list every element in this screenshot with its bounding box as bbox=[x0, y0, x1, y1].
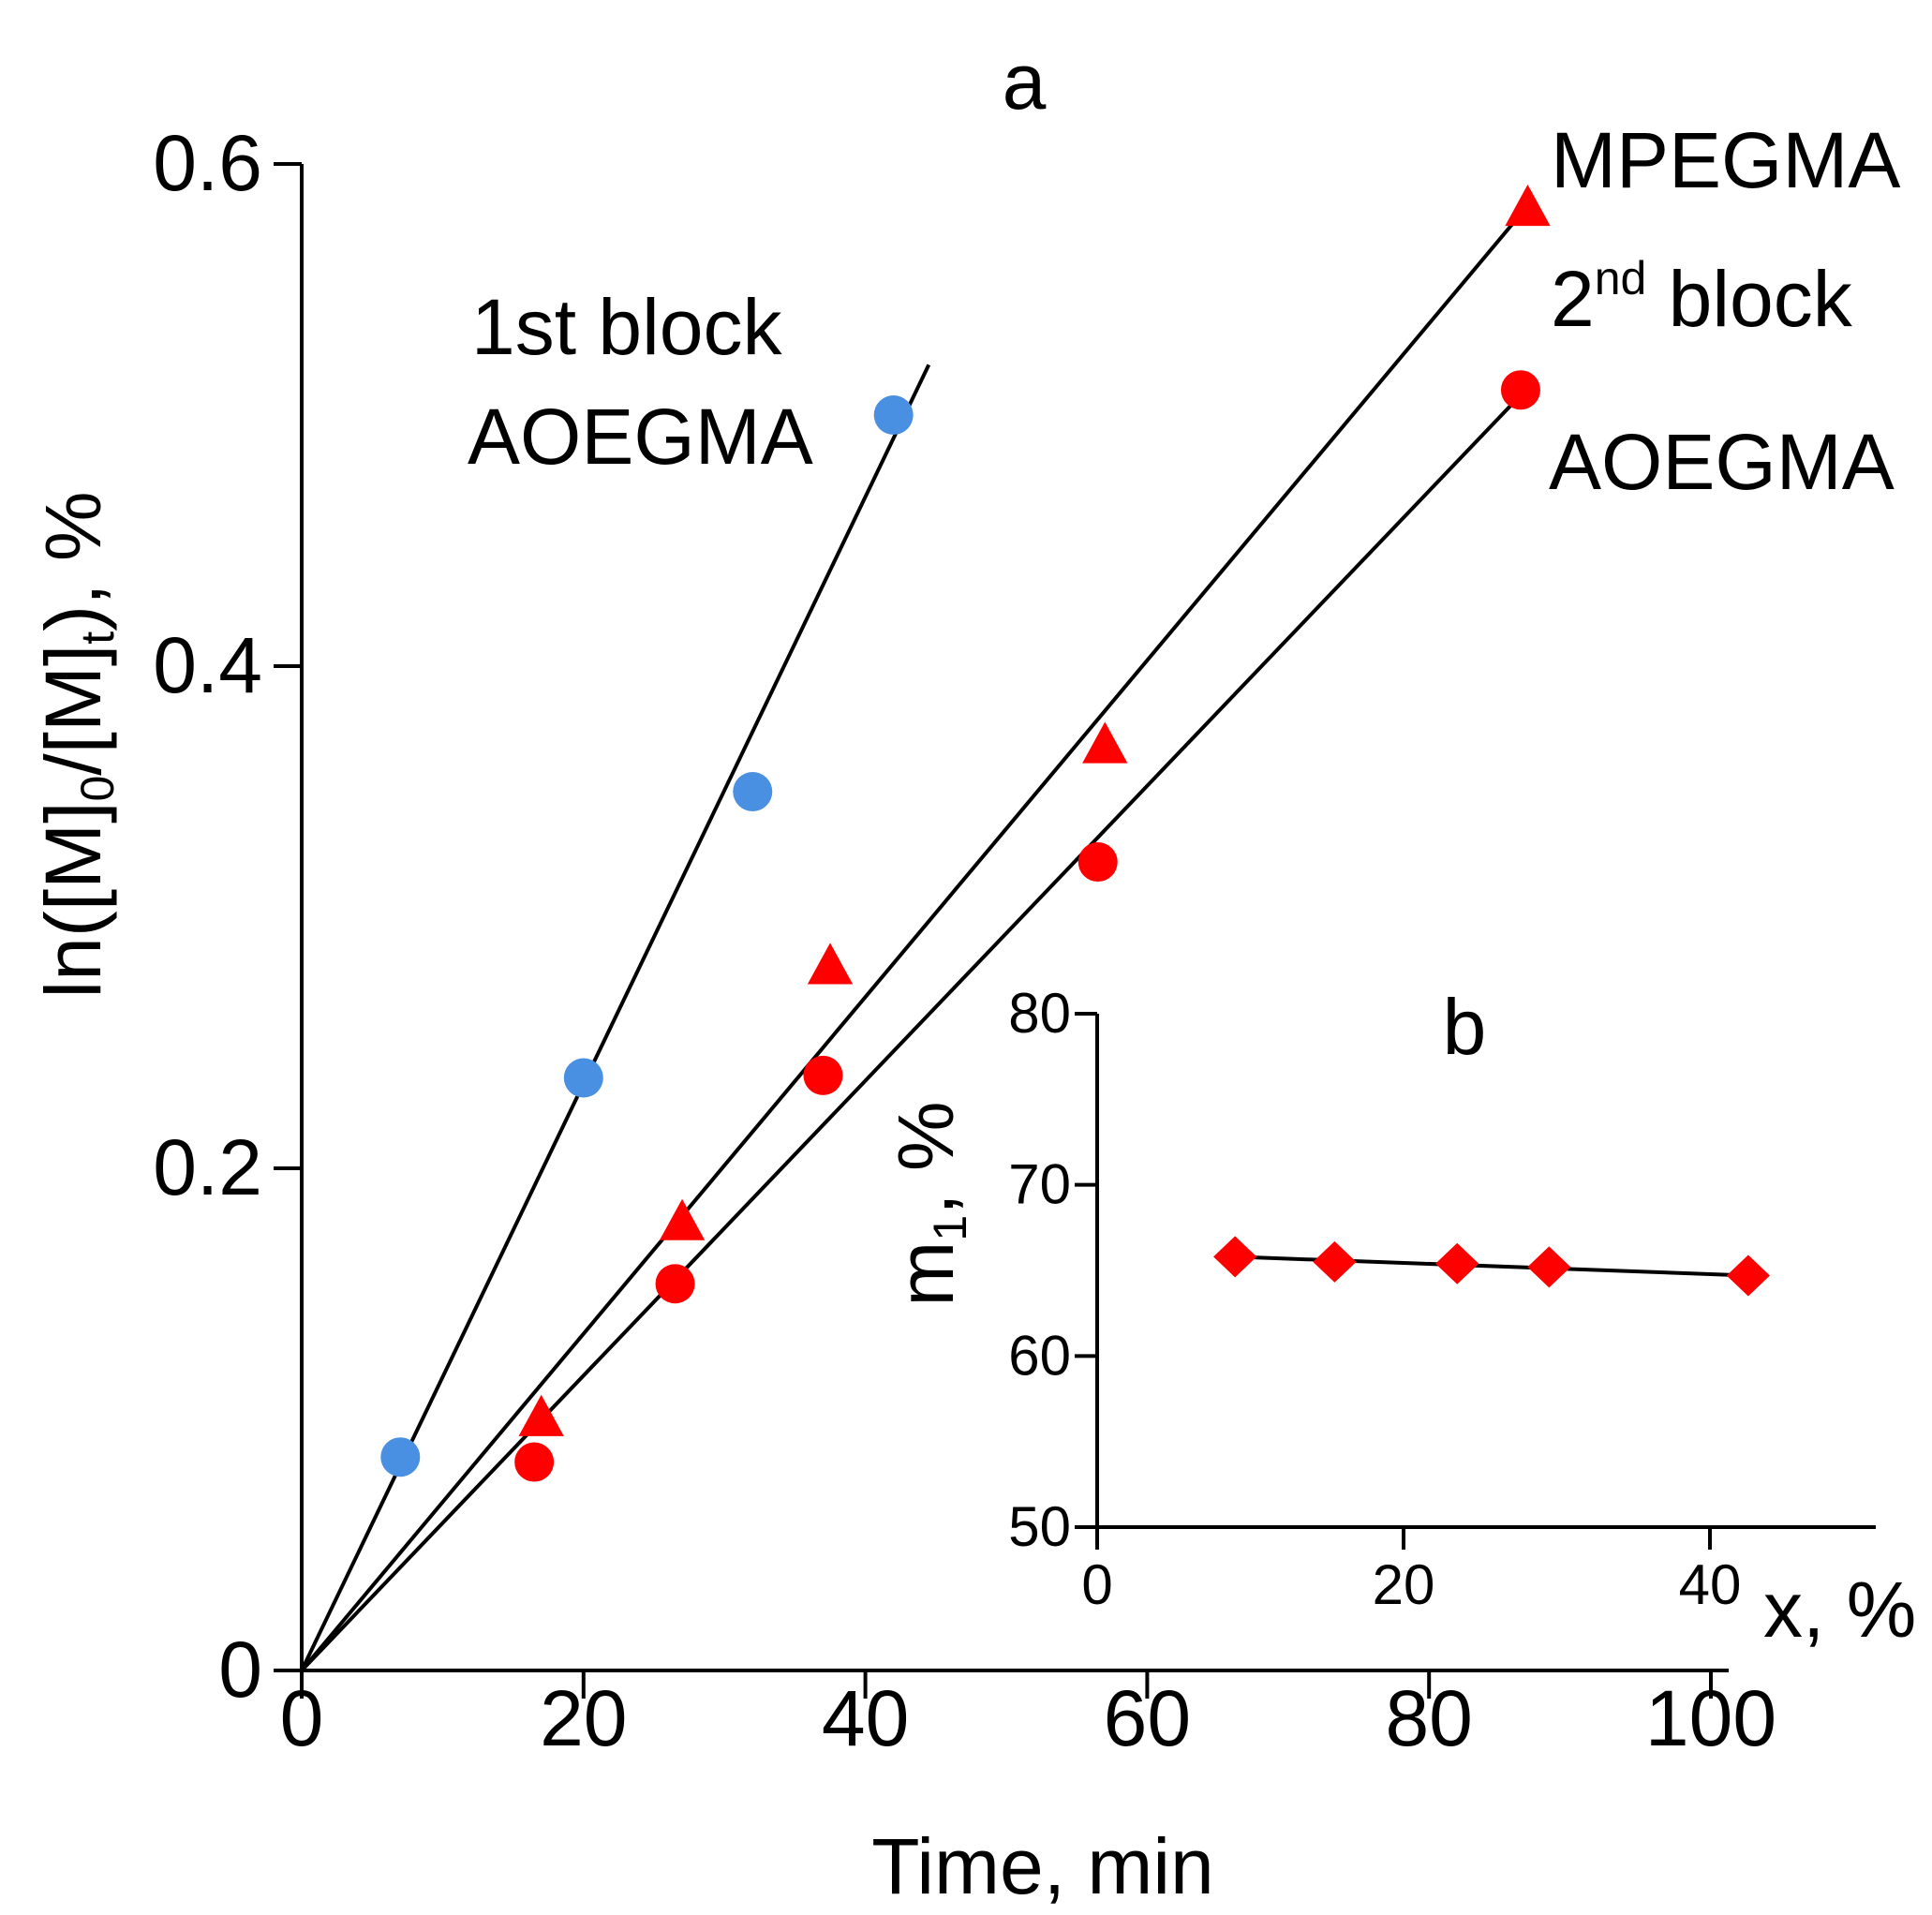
annotation-2nd-block: 2nd block bbox=[1551, 252, 1853, 343]
annotation-2nd-aoegma: AOEGMA bbox=[1549, 418, 1895, 506]
data-point-circle bbox=[803, 1055, 843, 1095]
data-point-diamond bbox=[1527, 1246, 1571, 1288]
y-tick-label: 0.4 bbox=[153, 621, 262, 709]
y-axis-label-sub: t bbox=[71, 631, 124, 645]
x-tick-label: 100 bbox=[1645, 1674, 1776, 1762]
inset-axes bbox=[1095, 1014, 1876, 1529]
main-axes bbox=[300, 164, 1729, 1672]
inset-y-label-part: m bbox=[882, 1241, 970, 1307]
x-axis-label: Time, min bbox=[871, 1822, 1214, 1910]
data-point-triangle bbox=[807, 943, 854, 985]
x-tick-label: 80 bbox=[1385, 1674, 1472, 1762]
y-tick-label: 0 bbox=[218, 1626, 262, 1714]
data-point-triangle bbox=[1505, 184, 1551, 227]
inset-y-axis-label: m1, % bbox=[882, 1101, 976, 1306]
data-point-circle bbox=[1077, 842, 1118, 883]
data-point-triangle bbox=[659, 1198, 706, 1240]
inset-y-label-part: , % bbox=[882, 1101, 970, 1214]
inset-plot: 0 20 40 50 60 70 80 b x, % m1, % bbox=[882, 982, 1916, 1654]
inset-y-label-sub: 1 bbox=[924, 1215, 976, 1241]
annotation-mpegma: MPEGMA bbox=[1551, 116, 1900, 204]
x-tick-label: 60 bbox=[1104, 1674, 1191, 1762]
main-data-points bbox=[380, 184, 1551, 1482]
y-tick-label: 0.6 bbox=[153, 119, 262, 207]
y-axis-label-part: ln([M] bbox=[29, 802, 117, 999]
data-point-diamond bbox=[1435, 1242, 1479, 1284]
y-tick-label: 70 bbox=[1008, 1153, 1071, 1216]
data-point-triangle bbox=[1082, 721, 1128, 764]
panel-a-label: a bbox=[1003, 37, 1047, 126]
y-axis-label: ln([M]0/[M]t), % bbox=[29, 491, 124, 998]
inset-data-points bbox=[1213, 1236, 1770, 1297]
data-point-circle bbox=[733, 772, 773, 811]
annotation-2nd-sup: nd bbox=[1595, 252, 1647, 304]
inset-ticks: 0 20 40 50 60 70 80 bbox=[1008, 982, 1741, 1616]
annotation-1st-aoegma: AOEGMA bbox=[468, 393, 813, 481]
annotation-1st-block: 1st block bbox=[471, 283, 782, 371]
x-tick-label: 0 bbox=[1081, 1553, 1112, 1616]
x-tick-label: 40 bbox=[1679, 1553, 1742, 1616]
data-point-circle bbox=[380, 1437, 421, 1477]
data-point-diamond bbox=[1313, 1240, 1357, 1283]
fit-line bbox=[300, 401, 1515, 1672]
y-tick-label: 0.2 bbox=[153, 1123, 262, 1211]
data-point-circle bbox=[655, 1264, 695, 1304]
y-axis-label-sub: 0 bbox=[71, 776, 124, 802]
annotation-2nd-num: 2 bbox=[1551, 255, 1595, 343]
x-tick-label: 40 bbox=[822, 1674, 909, 1762]
fit-line bbox=[1235, 1254, 1748, 1278]
y-tick-label: 50 bbox=[1008, 1495, 1071, 1558]
y-axis-label-part: /[M] bbox=[29, 645, 117, 776]
data-point-circle bbox=[514, 1442, 555, 1482]
panel-b-label: b bbox=[1443, 983, 1487, 1071]
y-tick-label: 80 bbox=[1008, 982, 1071, 1045]
y-tick-label: 60 bbox=[1008, 1324, 1071, 1387]
x-tick-label: 20 bbox=[540, 1674, 627, 1762]
data-point-circle bbox=[563, 1058, 603, 1098]
x-tick-label: 20 bbox=[1373, 1553, 1435, 1616]
data-point-diamond bbox=[1213, 1236, 1257, 1278]
data-point-triangle bbox=[518, 1394, 564, 1436]
inset-x-axis-label: x, % bbox=[1763, 1566, 1916, 1654]
annotation-2nd-word: block bbox=[1646, 255, 1852, 343]
data-point-circle bbox=[1500, 370, 1540, 410]
data-point-circle bbox=[873, 395, 914, 435]
y-axis-label-part: ), % bbox=[29, 491, 117, 631]
fit-line bbox=[300, 213, 1523, 1672]
inset-fit-line bbox=[1235, 1254, 1748, 1278]
x-tick-label: 0 bbox=[280, 1674, 324, 1762]
data-point-diamond bbox=[1726, 1254, 1770, 1297]
